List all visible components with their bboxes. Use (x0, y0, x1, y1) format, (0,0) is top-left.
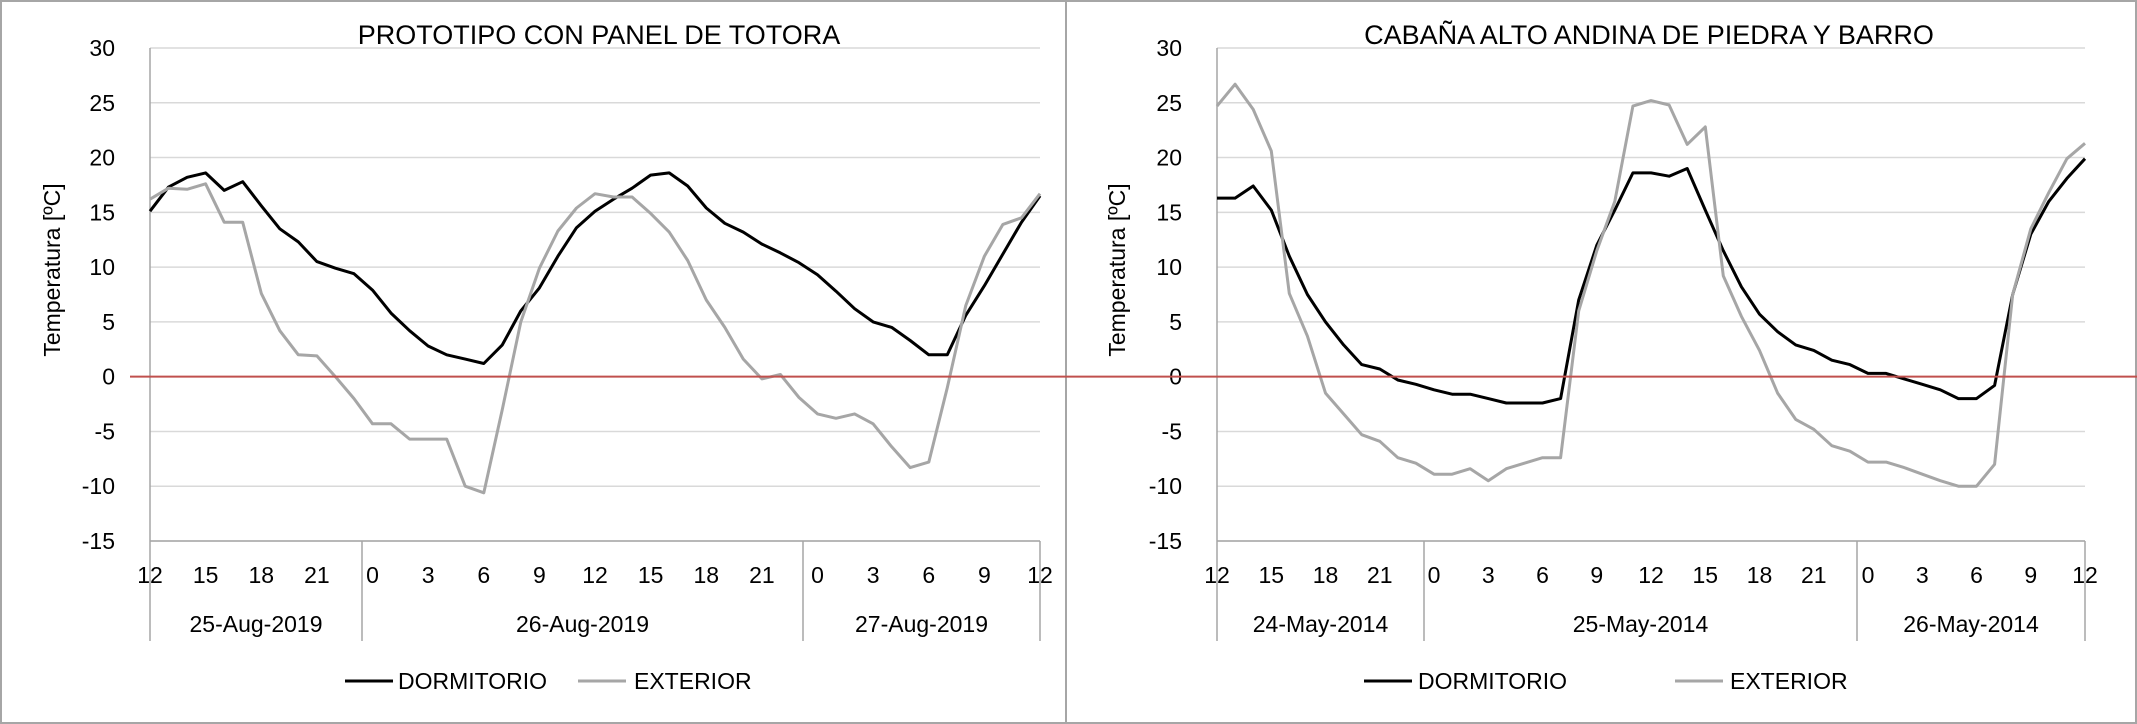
date-group-label: 24-May-2014 (1253, 611, 1389, 637)
chart-title: PROTOTIPO CON PANEL DE TOTORA (358, 20, 841, 50)
legend-label-exterior: EXTERIOR (634, 668, 752, 694)
x-tick-label: 15 (638, 562, 664, 588)
y-tick-label: 10 (1156, 254, 1182, 280)
series-line-dormitorio (148, 171, 1042, 365)
series-line-exterior (149, 182, 1042, 495)
x-tick-label: 18 (248, 562, 274, 588)
x-tick-label: 0 (811, 562, 824, 588)
series-line-exterior (1215, 82, 2086, 488)
x-tick-label: 9 (1590, 562, 1603, 588)
x-tick-label: 0 (366, 562, 379, 588)
y-tick-label: 20 (1156, 145, 1182, 171)
y-tick-label: -5 (95, 418, 115, 444)
date-group-label: 26-May-2014 (1903, 611, 2039, 637)
y-tick-label: 5 (1169, 309, 1182, 335)
x-tick-label: 12 (1638, 562, 1664, 588)
y-tick-label: -10 (1149, 473, 1182, 499)
x-tick-label: 6 (477, 562, 490, 588)
x-tick-label: 15 (193, 562, 219, 588)
x-tick-label: 3 (1916, 562, 1929, 588)
series-line-dormitorio (1217, 157, 2087, 405)
x-tick-label: 18 (693, 562, 719, 588)
chart-title: CABAÑA ALTO ANDINA DE PIEDRA Y BARRO (1364, 19, 1934, 50)
x-tick-label: 18 (1747, 562, 1773, 588)
y-tick-label: -15 (1149, 528, 1182, 554)
y-tick-label: 25 (89, 90, 115, 116)
x-tick-label: 6 (1970, 562, 1983, 588)
x-tick-label: 3 (422, 562, 435, 588)
x-tick-label: 12 (582, 562, 608, 588)
y-axis-label: Temperatura [ºC] (1104, 183, 1130, 356)
x-tick-label: 21 (749, 562, 775, 588)
x-tick-label: 21 (1801, 562, 1827, 588)
y-tick-label: 30 (1156, 35, 1182, 61)
y-tick-label: 5 (102, 309, 115, 335)
x-tick-label: 9 (533, 562, 546, 588)
y-tick-label: 0 (102, 364, 115, 390)
x-tick-label: 6 (1536, 562, 1549, 588)
y-tick-label: -10 (82, 473, 115, 499)
x-tick-label: 15 (1692, 562, 1718, 588)
x-tick-label: 3 (867, 562, 880, 588)
legend-label-exterior: EXTERIOR (1730, 668, 1848, 694)
y-tick-label: -5 (1162, 418, 1182, 444)
chart-panel-prototipo: PROTOTIPO CON PANEL DE TOTORA Temperatur… (39, 20, 1053, 694)
legend-label-dormitorio: DORMITORIO (398, 668, 547, 694)
x-tick-label: 0 (1862, 562, 1875, 588)
date-group-label: 27-Aug-2019 (855, 611, 988, 637)
y-tick-label: -15 (82, 528, 115, 554)
y-axis-label: Temperatura [ºC] (39, 183, 65, 356)
date-group-label: 25-Aug-2019 (190, 611, 323, 637)
x-tick-label: 18 (1313, 562, 1339, 588)
x-tick-label: 21 (1367, 562, 1393, 588)
y-tick-label: 20 (89, 145, 115, 171)
x-tick-label: 9 (978, 562, 991, 588)
x-tick-label: 15 (1258, 562, 1284, 588)
legend-label-dormitorio: DORMITORIO (1418, 668, 1567, 694)
x-tick-label: 6 (922, 562, 935, 588)
chart-panel-cabana: CABAÑA ALTO ANDINA DE PIEDRA Y BARRO Tem… (1104, 19, 2098, 694)
y-tick-label: 15 (89, 199, 115, 225)
x-tick-label: 9 (2024, 562, 2037, 588)
x-tick-label: 21 (304, 562, 330, 588)
y-tick-label: 30 (89, 35, 115, 61)
x-tick-label: 3 (1482, 562, 1495, 588)
date-group-label: 25-May-2014 (1573, 611, 1709, 637)
y-tick-label: 25 (1156, 90, 1182, 116)
y-tick-label: 10 (89, 254, 115, 280)
x-tick-label: 0 (1428, 562, 1441, 588)
y-tick-label: 15 (1156, 199, 1182, 225)
date-group-label: 26-Aug-2019 (516, 611, 649, 637)
